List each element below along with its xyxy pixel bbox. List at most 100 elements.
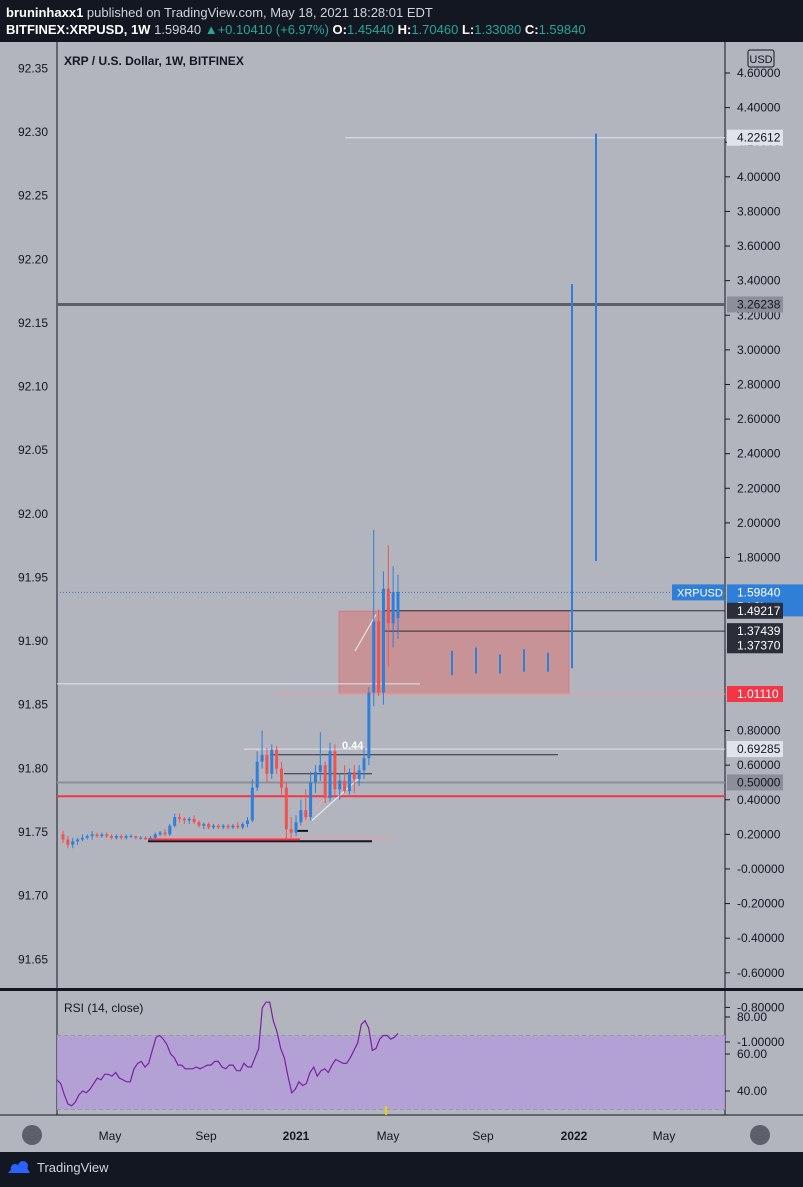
candle-body [377,621,381,693]
time-axis[interactable]: May Sep 2021 May Sep 2022 May [22,1106,770,1145]
candle-body [85,836,89,838]
left-axis-tick: 92.05 [18,443,48,457]
right-axis-tick: 2.20000 [737,481,781,495]
low-label: L: [461,22,475,37]
author-name[interactable]: bruninhaxx1 [6,5,84,20]
rsi-axis-tick: 60.00 [737,1047,767,1061]
projection-bar [523,649,525,672]
candle-body [299,810,303,823]
trend-line-c [354,614,377,652]
candle-body [279,768,283,788]
candle-body [197,822,201,826]
price-tag-text: 0.69285 [737,742,781,756]
scroll-right-button[interactable] [750,1125,770,1145]
right-price-axis[interactable]: 4.600004.400004.200004.000003.800003.600… [725,66,785,1049]
right-axis-tick: 2.00000 [737,516,781,530]
tradingview-logo[interactable]: TradingView [6,1160,109,1175]
candle-body [163,832,167,835]
time-axis-tick: Sep [195,1129,217,1143]
price-tag [727,637,783,654]
candle-body [347,772,351,792]
time-axis-tick: 2021 [283,1129,310,1143]
price-tag-text: 1.37370 [737,638,781,652]
rsi-band [57,1035,725,1110]
close-value: 1.59840 [538,22,586,37]
candle-body [352,772,356,779]
price-tag-text: 1.49217 [737,604,781,618]
price-tag [727,623,783,640]
price-tag-text: 3.26238 [737,297,781,311]
candle-body [313,772,317,783]
price-tag [727,129,783,146]
right-axis-tick: 0.40000 [737,793,781,807]
candle-body [216,825,220,828]
brand-name: TradingView [37,1160,109,1175]
right-axis-tick: 3.80000 [737,204,781,218]
left-axis-tick: 92.35 [18,61,48,75]
candle-body [362,758,366,771]
candle-body [66,839,70,845]
right-axis-bg [725,42,803,1115]
time-axis-tick: Sep [472,1129,494,1143]
candle-body [372,621,376,693]
candle-body [110,836,114,838]
candle-body [148,837,152,840]
candle-body [182,818,186,821]
current-time-marker [385,1106,387,1115]
time-axis-bg [0,1115,803,1152]
right-axis-tick: 1.80000 [737,551,781,565]
right-axis-tick: 4.60000 [737,66,781,80]
candle-body [250,787,254,821]
candle-body [158,832,162,835]
candle-body [270,749,274,774]
projection-bar [571,284,573,669]
left-price-axis[interactable]: 92.35 92.30 92.25 92.20 92.15 92.10 92.05 92.00… [18,61,48,966]
price-tag [727,741,783,758]
candle-body [221,825,225,828]
candle-body [333,751,337,790]
candle-body [100,834,104,837]
candle-body [304,810,308,818]
right-axis-tick: 2.80000 [737,377,781,391]
symbol-interval[interactable]: BITFINEX:XRPUSD, 1W [6,22,151,37]
candle-body [139,837,143,839]
candle-body [212,825,216,828]
open-value: 1.45440 [346,22,394,37]
left-axis-tick: 91.90 [18,634,48,648]
candle-body [95,834,99,837]
close-label: C: [524,22,539,37]
right-axis-tick: -0.20000 [737,897,785,911]
currency-button[interactable]: USD [747,49,775,68]
projection-bar [475,647,477,674]
candle-body [343,780,347,792]
scroll-left-button[interactable] [22,1125,42,1145]
price-tag [727,774,783,791]
time-axis-tick: May [99,1129,122,1143]
candle-body [284,787,288,830]
candle-body [129,836,133,838]
projection-bar [547,652,549,672]
candle-body [202,823,206,826]
left-axis-tick: 91.65 [18,952,48,966]
left-axis-tick: 91.70 [18,889,48,903]
candle-body [105,834,109,837]
candle-body [207,823,211,828]
chart-area[interactable]: 92.35 92.30 92.25 92.20 92.15 92.10 92.05 92.00… [0,42,803,1152]
price-tag [727,602,783,619]
left-axis-tick: 91.75 [18,825,48,839]
annotation-044: 0.44 [342,740,364,752]
candle-body [318,765,322,773]
candle-body [119,836,123,838]
candle-body [231,825,235,828]
candle-body [338,780,342,790]
projection-bars [451,133,597,676]
right-axis-tick: 3.00000 [737,343,781,357]
candle-body [386,588,390,624]
candle-body [226,825,230,828]
right-axis-tick: -0.80000 [737,1000,785,1014]
publish-info: published on TradingView.com, May 18, 20… [86,5,433,20]
candle-body [255,761,259,788]
candle-body [173,817,177,826]
candle-body [381,588,385,693]
